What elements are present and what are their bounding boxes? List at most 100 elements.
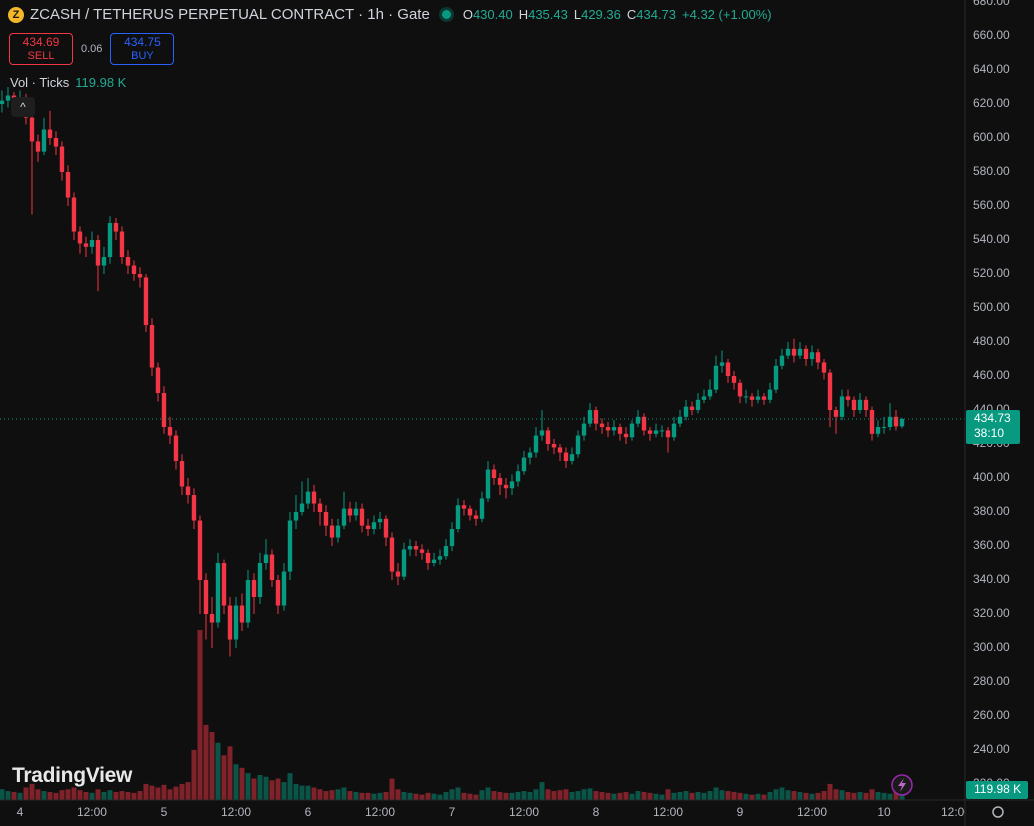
sell-label: SELL	[27, 50, 55, 62]
candle-body	[689, 406, 695, 411]
volume-bar	[227, 746, 233, 800]
candle-body	[293, 512, 299, 521]
y-tick-label: 520.00	[973, 266, 1010, 280]
volume-bar	[815, 792, 821, 800]
volume-bar	[653, 793, 659, 800]
volume-bar	[485, 787, 491, 800]
volume-bar	[35, 789, 41, 800]
volume-bar	[269, 780, 275, 800]
volume-bar	[359, 792, 365, 800]
y-tick-label: 560.00	[973, 198, 1010, 212]
candle-body	[881, 427, 887, 429]
volume-bar	[137, 791, 143, 800]
candle-body	[821, 362, 827, 373]
volume-bar	[749, 794, 755, 800]
buy-label: BUY	[131, 50, 154, 62]
y-tick-label: 540.00	[973, 232, 1010, 246]
candle-body	[59, 146, 65, 173]
y-tick-label: 340.00	[973, 572, 1010, 586]
volume-bar	[707, 791, 713, 800]
volume-bar	[83, 791, 89, 800]
candle-body	[185, 486, 191, 496]
volume-bar	[887, 793, 893, 800]
candle-body	[257, 563, 263, 598]
candle-body	[731, 376, 737, 383]
price-pane	[0, 87, 965, 657]
candle-body	[95, 240, 101, 266]
candle-body	[863, 399, 869, 411]
candle-body	[203, 580, 209, 615]
volume-bar	[119, 791, 125, 800]
volume-bar	[353, 791, 359, 800]
volume-bar	[839, 790, 845, 800]
volume-bar	[167, 789, 173, 800]
candle-body	[347, 508, 353, 516]
candle-body	[797, 348, 803, 356]
volume-bar	[755, 793, 761, 800]
volume-bar	[635, 791, 641, 800]
volume-bar	[209, 732, 215, 800]
candle-body	[653, 430, 659, 434]
volume-bar	[245, 773, 251, 800]
ohlc-name: O	[462, 7, 473, 22]
buy-button[interactable]: 434.75 BUY	[110, 33, 175, 65]
candle-body	[761, 396, 767, 400]
candle-body	[413, 546, 419, 550]
volume-bar	[827, 783, 833, 800]
candle-body	[161, 393, 167, 428]
candle-body	[887, 416, 893, 428]
candle-body	[101, 257, 107, 266]
volume-bar	[365, 792, 371, 800]
volume-bar	[701, 792, 707, 800]
volume-bar	[437, 794, 443, 800]
volume-bar	[497, 791, 503, 800]
candle-body	[317, 503, 323, 513]
candle-body	[341, 508, 347, 526]
volume-bar	[689, 792, 695, 800]
candle-body	[167, 427, 173, 436]
candle-body	[827, 372, 833, 411]
y-tick-label: 460.00	[973, 368, 1010, 382]
settings-icon[interactable]	[992, 806, 1004, 818]
volume-bar	[443, 791, 449, 800]
candle-body	[581, 423, 587, 436]
candle-body	[455, 505, 461, 530]
sell-price: 434.69	[22, 35, 60, 49]
candle-body	[383, 518, 389, 538]
market-status	[441, 10, 451, 19]
candle-body	[371, 522, 377, 530]
volume-bar	[539, 782, 545, 800]
volume-bar	[335, 789, 341, 800]
volume-bar	[821, 791, 827, 800]
collapse-button[interactable]: ^	[11, 97, 35, 117]
ohlc-value: 434.73	[636, 7, 677, 22]
volume-bar	[401, 791, 407, 800]
volume-bar	[563, 789, 569, 800]
candle-body	[83, 243, 89, 247]
x-tick-label: 9	[737, 805, 744, 819]
volume-bar	[677, 791, 683, 800]
volume-tag	[966, 781, 1028, 799]
volume-bar	[797, 791, 803, 800]
candle-body	[527, 452, 533, 458]
symbol-title[interactable]: ZCASH / TETHERUS PERPETUAL CONTRACT · 1h…	[30, 6, 430, 23]
candle-body	[35, 141, 41, 152]
x-tick-label: 4	[17, 805, 24, 819]
ohlc-values: O430.40 H435.43 L429.36 C434.73 +4.32 (+1.00…	[463, 7, 772, 22]
ohlc-name: C	[626, 7, 637, 22]
trade-buttons: 434.69 SELL 0.06 434.75 BUY	[9, 33, 175, 65]
candle-body	[227, 605, 233, 640]
volume-bar	[77, 790, 83, 800]
sell-button[interactable]: 434.69 SELL	[9, 33, 73, 65]
candle-body	[269, 554, 275, 581]
volume-bar	[851, 792, 857, 800]
volume-bar	[275, 778, 281, 800]
candle-body	[197, 520, 203, 581]
candle-body	[275, 580, 281, 606]
candle-body	[377, 518, 383, 523]
volume-bar	[329, 790, 335, 800]
volume-bar	[113, 791, 119, 800]
candle-body	[281, 571, 287, 606]
